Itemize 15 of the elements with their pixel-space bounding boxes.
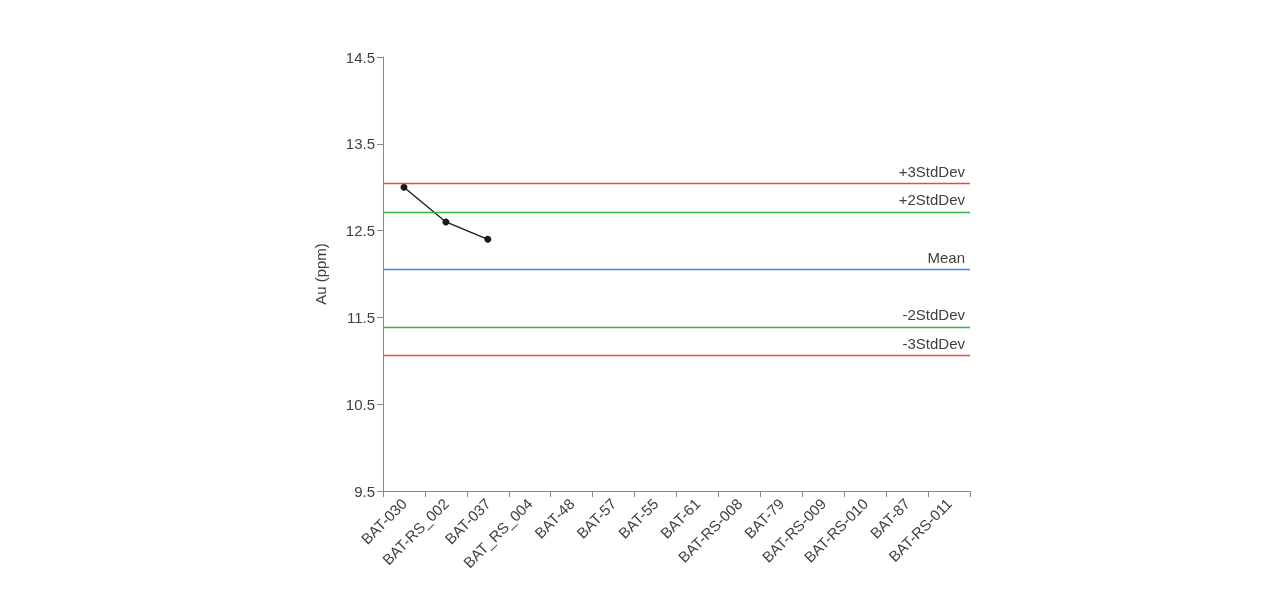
point [484,235,492,243]
y-tick-label: 13.5 [345,135,375,153]
point [442,218,450,226]
ref-line-label: +2StdDev [898,191,966,209]
ref-line-label: +3StdDev [898,162,966,180]
y-axis-title: Au (ppm) [312,243,329,305]
y-tick-label: 9.5 [354,482,375,500]
ref-line-label: -3StdDev [902,334,966,352]
point [400,183,408,191]
y-tick-label: 11.5 [346,308,375,326]
y-tick-label: 10.5 [345,395,375,413]
ref-line-label: Mean [927,248,965,266]
y-tick-label: 14.5 [345,48,375,66]
ref-line-label: -2StdDev [902,305,966,323]
y-tick-label: 12.5 [345,222,375,240]
